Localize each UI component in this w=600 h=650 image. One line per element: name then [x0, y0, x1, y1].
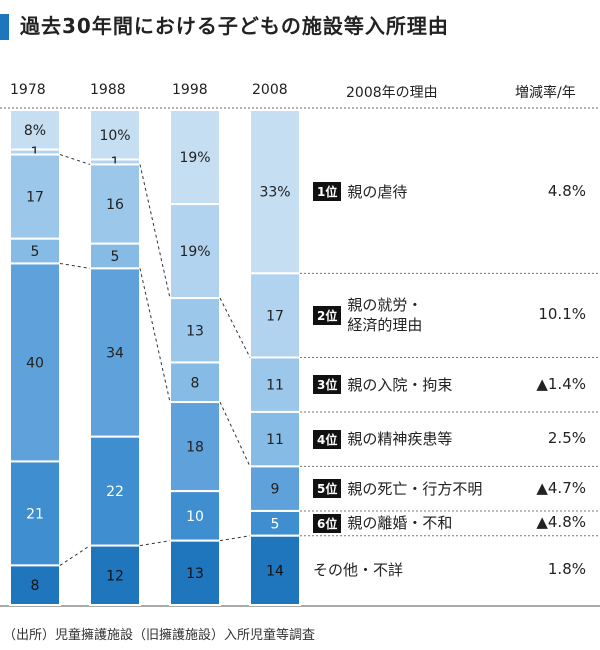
bar-label-1978-4: 40 [26, 355, 44, 371]
bar-label-1978-5: 21 [26, 506, 44, 522]
connector-3-2 [219, 401, 251, 467]
bar-label-1998-5: 10 [186, 509, 204, 525]
reason-text: 親の就労・ 経済的理由 [347, 296, 423, 335]
connector-3-0 [59, 262, 91, 269]
rate-value: 4.8% [547, 181, 586, 200]
rate-value: ▲4.8% [536, 513, 586, 532]
header-rate: 増減率/年 [515, 85, 576, 101]
bar-segment-2008-3 [249, 410, 301, 468]
connector-1-1 [139, 164, 171, 299]
reason-text: 親の精神疾患等 [347, 430, 453, 449]
rank-badge: 3位 [313, 375, 342, 395]
bar-label-1978-1: 1 [31, 145, 40, 161]
bar-label-1988-3: 5 [111, 249, 120, 265]
bar-segment-1988-6 [89, 544, 141, 606]
bar-label-2008-1: 17 [266, 308, 284, 324]
bar-segment-2008-1 [249, 272, 301, 359]
bar-label-1998-3: 8 [191, 375, 200, 391]
bar-segment-1988-4 [89, 267, 141, 438]
bar-label-1978-0: 8% [24, 123, 46, 139]
bar-label-1988-4: 34 [106, 346, 124, 362]
bar-label-1988-6: 12 [106, 568, 124, 584]
year-label-1998: 1998 [172, 82, 208, 98]
bar-label-1978-2: 17 [26, 190, 44, 206]
year-label-1988: 1988 [90, 82, 126, 98]
bar-label-1998-0: 19% [179, 150, 210, 166]
reason-row: 1位 親の虐待 [313, 182, 407, 202]
bar-label-2008-4: 9 [271, 482, 280, 498]
rank-badge: 5位 [313, 479, 342, 499]
source-note: （出所）児童擁護施設（旧擁護施設）入所児童等調査 [3, 628, 316, 643]
bar-segment-1978-2 [9, 153, 61, 240]
bar-label-2008-0: 33% [259, 185, 290, 201]
reason-text: その他・不詳 [313, 561, 404, 580]
connector-5-2 [219, 535, 251, 542]
rank-badge: 2位 [313, 305, 342, 325]
rate-value: ▲4.7% [536, 478, 586, 497]
reason-row: 2位 親の就労・ 経済的理由 [313, 295, 422, 335]
reason-row: その他・不詳 [313, 560, 403, 580]
bar-label-1988-5: 22 [106, 484, 124, 500]
bar-segment-1978-4 [9, 262, 61, 463]
bar-segment-2008-2 [249, 356, 301, 413]
bar-segment-1978-0 [9, 109, 61, 151]
reason-row: 3位 親の入院・拘束 [313, 375, 452, 395]
bar-segment-2008-5 [249, 509, 301, 537]
header-reason: 2008年の理由 [346, 85, 438, 101]
year-label-2008: 2008 [252, 82, 288, 98]
bar-segment-1978-6 [9, 564, 61, 607]
bar-segment-1998-0 [169, 109, 221, 206]
rate-value: ▲1.4% [536, 374, 586, 393]
reason-text: 親の入院・拘束 [347, 375, 453, 394]
rank-badge: 4位 [313, 429, 342, 449]
bar-segment-1998-4 [169, 401, 221, 493]
bar-segment-1998-5 [169, 490, 221, 542]
bar-label-2008-6: 14 [266, 563, 284, 579]
title-accent-bar [0, 14, 9, 40]
bar-segment-1988-5 [89, 435, 141, 547]
bar-label-2008-5: 5 [271, 516, 280, 532]
chart-title: 過去30年間における子どもの施設等入所理由 [20, 14, 449, 38]
rate-value: 10.1% [538, 305, 586, 324]
reason-row: 6位 親の離婚・不和 [313, 513, 452, 533]
bar-label-1998-2: 13 [186, 323, 204, 339]
bar-label-1998-1: 19% [179, 244, 210, 260]
rank-badge: 6位 [313, 513, 342, 533]
bar-segment-1988-0 [89, 109, 141, 161]
reason-text: 親の虐待 [347, 182, 408, 201]
connector-1-0 [59, 154, 91, 165]
bar-label-1998-6: 13 [186, 566, 204, 582]
rate-value: 1.8% [547, 560, 586, 579]
bar-label-1988-1: 1 [111, 155, 120, 171]
reason-text: 親の死亡・行方不明 [347, 479, 483, 498]
connector-1-2 [219, 297, 251, 358]
reason-row: 4位 親の精神疾患等 [313, 429, 452, 449]
bar-label-2008-3: 11 [266, 432, 284, 448]
bar-label-1988-0: 10% [99, 128, 130, 144]
reason-text: 親の離婚・不和 [347, 514, 453, 533]
bar-segment-1998-6 [169, 539, 221, 607]
bar-label-1998-4: 18 [186, 440, 204, 456]
connector-3-1 [139, 268, 171, 403]
connector-5-0 [59, 545, 91, 566]
reason-row: 5位 親の死亡・行方不明 [313, 479, 482, 499]
bar-segment-1998-1 [169, 203, 221, 300]
connector-5-1 [139, 540, 171, 547]
bar-segment-1998-3 [169, 361, 221, 404]
rate-value: 2.5% [547, 429, 586, 448]
bar-label-1978-6: 8 [31, 578, 40, 594]
year-label-1978: 1978 [10, 82, 46, 98]
bar-label-2008-2: 11 [266, 378, 284, 394]
bar-label-1988-2: 16 [106, 197, 124, 213]
bar-segment-2008-0 [249, 109, 301, 275]
bar-segment-2008-6 [249, 534, 301, 607]
rank-badge: 1位 [313, 182, 342, 202]
bar-label-1978-3: 5 [31, 244, 40, 260]
bar-segment-1988-2 [89, 163, 141, 245]
